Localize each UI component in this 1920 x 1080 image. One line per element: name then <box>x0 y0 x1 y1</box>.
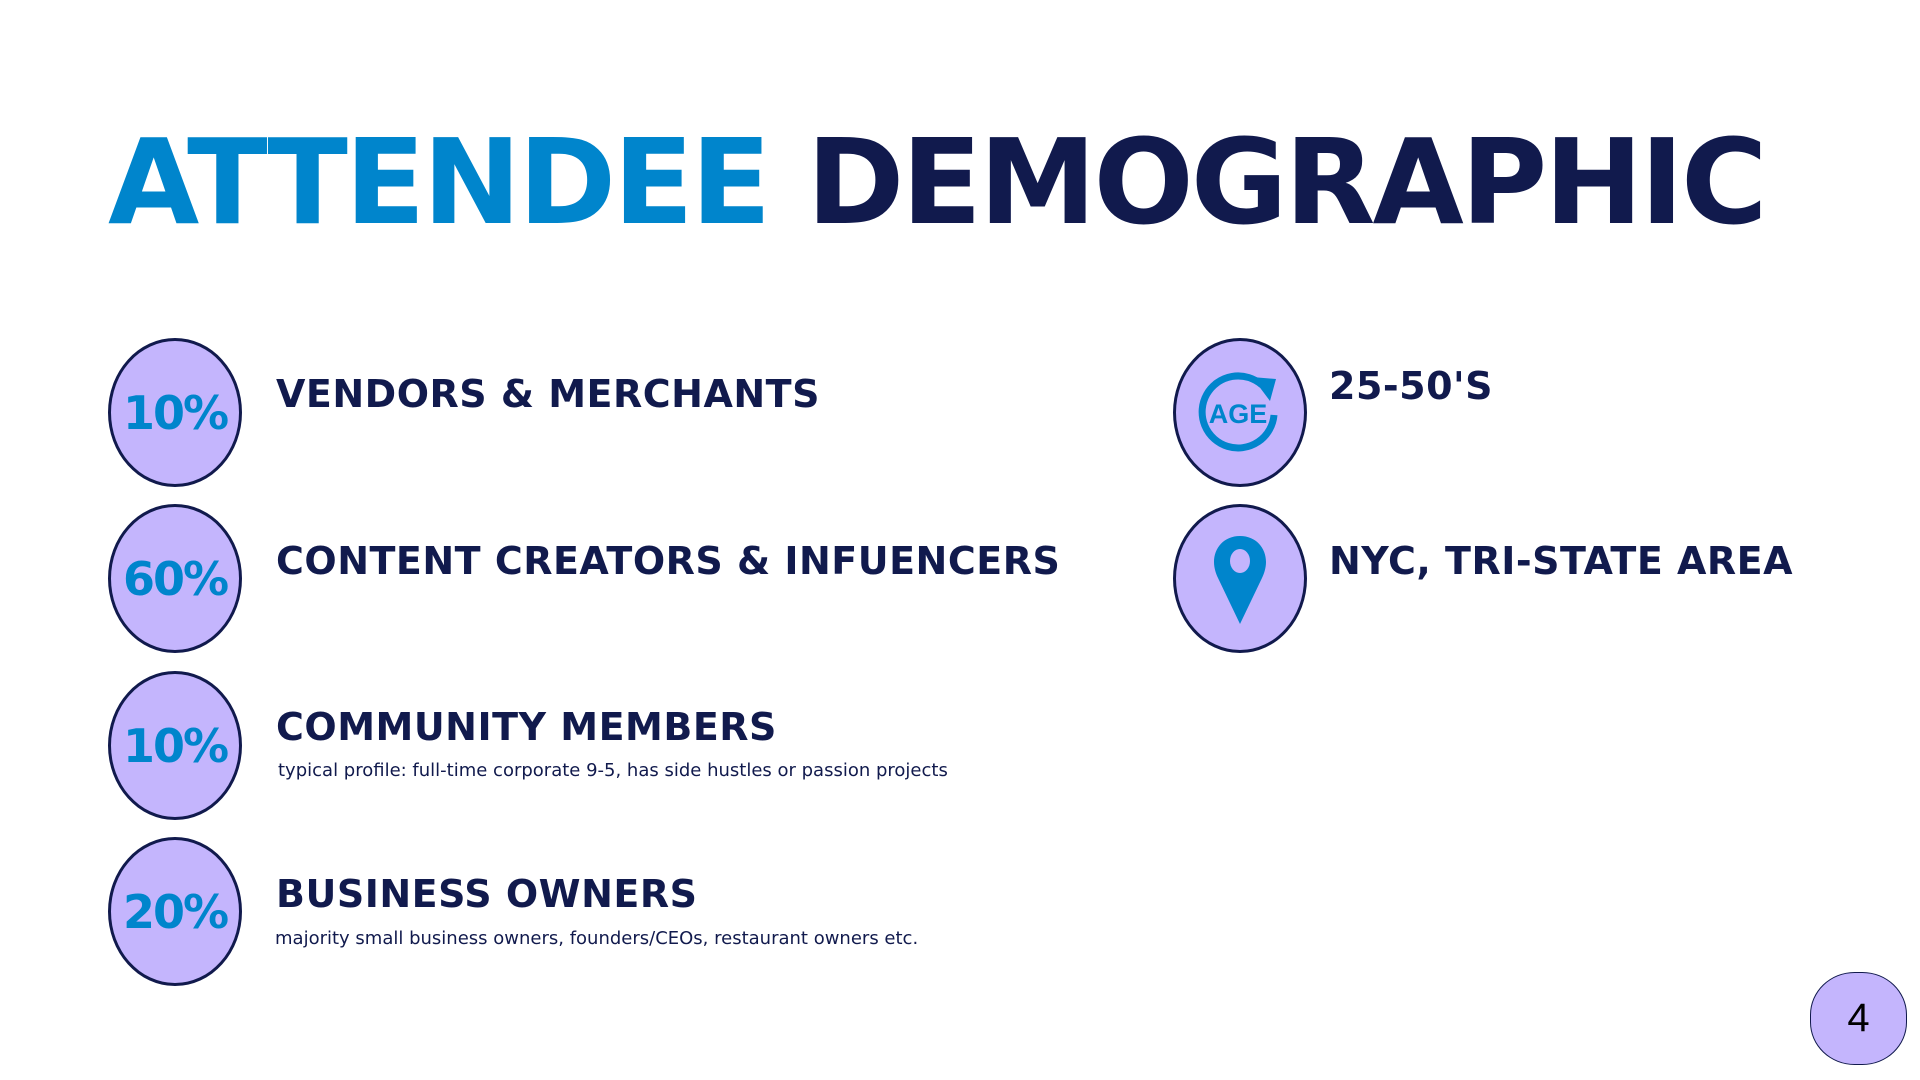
percent-badge: 60% <box>108 504 242 653</box>
location-label: NYC, TRI-STATE AREA <box>1329 539 1794 583</box>
age-badge: AGE <box>1173 338 1307 487</box>
location-badge <box>1173 504 1307 653</box>
percent-badge: 20% <box>108 837 242 986</box>
segment-note: typical profile: full-time corporate 9-5… <box>278 760 948 781</box>
title-main: DEMOGRAPHIC <box>806 113 1767 251</box>
segment-label: BUSINESS OWNERS <box>276 872 698 916</box>
segment-label: COMMUNITY MEMBERS <box>276 705 777 749</box>
percent-badge: 10% <box>108 338 242 487</box>
segment-label: CONTENT CREATORS & INFUENCERS <box>276 539 1061 583</box>
location-pin-icon <box>1214 535 1266 624</box>
age-icon-text: AGE <box>1209 399 1268 429</box>
age-range-label: 25-50'S <box>1329 364 1494 408</box>
percent-value: 10% <box>122 718 229 773</box>
segment-label: VENDORS & MERCHANTS <box>276 372 820 416</box>
percent-value: 60% <box>122 551 229 606</box>
percent-value: 20% <box>122 884 229 939</box>
page-title: ATTENDEE DEMOGRAPHIC <box>108 112 1768 252</box>
page-number: 4 <box>1810 972 1907 1065</box>
percent-badge: 10% <box>108 671 242 820</box>
percent-value: 10% <box>122 385 229 440</box>
segment-note: majority small business owners, founders… <box>275 928 919 949</box>
age-cycle-icon: AGE <box>1198 371 1278 451</box>
title-highlight: ATTENDEE <box>108 113 771 251</box>
